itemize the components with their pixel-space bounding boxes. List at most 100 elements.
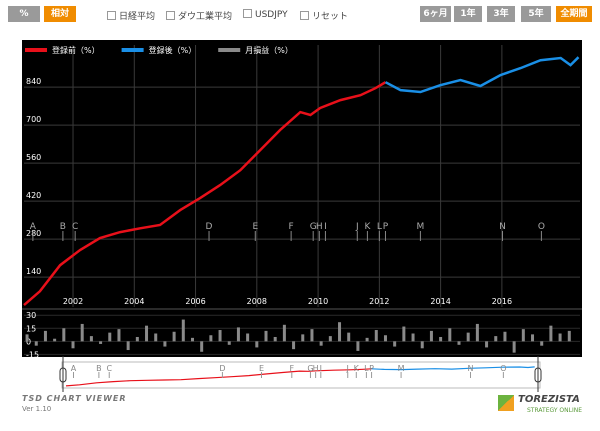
bar	[319, 341, 323, 346]
event-label: M	[417, 222, 425, 232]
range-button[interactable]: 1年	[454, 6, 482, 22]
legend-swatch	[25, 48, 47, 52]
navigator-label: A	[71, 364, 77, 373]
x-tick-label: 2014	[430, 297, 450, 306]
event-label: E	[252, 222, 258, 232]
bar	[448, 328, 452, 342]
event-label: O	[538, 222, 545, 232]
bar	[236, 327, 240, 342]
range-button[interactable]: 全期間	[556, 6, 592, 22]
relative-button[interactable]: 相対	[44, 6, 76, 22]
event-label: D	[206, 222, 213, 232]
navigator-label: J	[346, 364, 349, 373]
y-tick-label: 700	[26, 115, 41, 124]
bar	[62, 328, 66, 342]
percent-button[interactable]: %	[8, 6, 40, 22]
bar	[154, 333, 158, 342]
bar	[163, 341, 167, 347]
bar	[466, 332, 470, 342]
navigator-label: B	[96, 364, 102, 373]
app-version: Ver 1.10	[22, 405, 52, 413]
event-label: I	[324, 222, 327, 232]
bar	[282, 324, 286, 342]
bar	[301, 334, 305, 342]
bar	[338, 322, 342, 342]
bar	[292, 341, 296, 350]
bar	[218, 330, 222, 342]
overlay-label: リセット	[312, 12, 349, 22]
range-button[interactable]: 5年	[521, 6, 551, 22]
bar	[227, 341, 231, 345]
event-label: J	[355, 222, 359, 232]
overlay-label: 日経平均	[119, 12, 156, 22]
range-button[interactable]: 6ヶ月	[420, 6, 451, 22]
logo-icon	[498, 395, 514, 411]
event-label: G	[310, 222, 317, 232]
navigator-label: I	[320, 364, 322, 373]
navigator-label: D	[219, 364, 225, 373]
bar	[512, 341, 516, 353]
navigator-label: O	[500, 364, 506, 373]
bar	[43, 330, 47, 342]
bar	[521, 329, 525, 342]
y-tick-label: 420	[26, 191, 41, 200]
y-tick-label: 840	[26, 77, 41, 86]
chart-background	[22, 40, 582, 357]
overlay-checkbox[interactable]: 日経平均	[107, 9, 155, 22]
bar	[411, 333, 415, 342]
overlay-checkbox[interactable]: ダウ工業平均	[166, 9, 232, 22]
bar	[356, 341, 360, 351]
bar	[549, 325, 553, 342]
overlay-checkbox[interactable]: リセット	[300, 9, 348, 22]
navigator-line	[65, 368, 372, 387]
bar	[34, 341, 38, 346]
bar	[145, 325, 149, 342]
navigator[interactable]	[61, 361, 541, 389]
event-label: H	[316, 222, 323, 232]
bar	[117, 329, 121, 342]
navigator-label: K	[354, 364, 360, 373]
navigator-line	[371, 366, 535, 371]
overlay-label: ダウ工業平均	[178, 12, 233, 22]
bar	[108, 332, 112, 342]
navigator-label: H	[313, 364, 319, 373]
legend-swatch	[121, 48, 144, 52]
bar	[172, 331, 176, 342]
logo-subtitle: STRATEGY ONLINE	[527, 407, 583, 414]
bar	[181, 319, 185, 342]
overlay-checkbox[interactable]: USDJPY	[243, 9, 288, 20]
bar	[485, 341, 489, 348]
bar	[99, 341, 103, 344]
event-label: P	[383, 222, 389, 232]
bar	[328, 336, 332, 342]
bar	[531, 334, 535, 342]
event-label: B	[60, 222, 66, 232]
bar	[494, 336, 498, 342]
bar	[71, 341, 75, 349]
bar	[80, 323, 84, 342]
bar	[200, 341, 204, 352]
bar	[347, 332, 351, 342]
bar	[457, 341, 461, 345]
x-tick-label: 2004	[124, 297, 144, 306]
bar	[135, 336, 139, 342]
bar	[126, 341, 130, 351]
bar	[402, 326, 406, 342]
y-tick-label: 0	[26, 337, 31, 346]
bar	[365, 337, 369, 342]
navigator-label: N	[467, 364, 473, 373]
bar	[209, 335, 213, 342]
bar	[540, 341, 544, 346]
bar	[503, 331, 507, 342]
event-label: K	[364, 222, 371, 232]
legend-label: 登録後（%）	[149, 45, 197, 55]
bar	[264, 330, 268, 342]
legend-label: 登録前（%）	[52, 45, 100, 55]
event-label: F	[289, 222, 294, 232]
line	[384, 56, 580, 94]
x-tick-label: 2012	[369, 297, 389, 306]
range-button[interactable]: 3年	[487, 6, 515, 22]
legend-swatch	[218, 48, 241, 52]
bar	[190, 337, 194, 342]
